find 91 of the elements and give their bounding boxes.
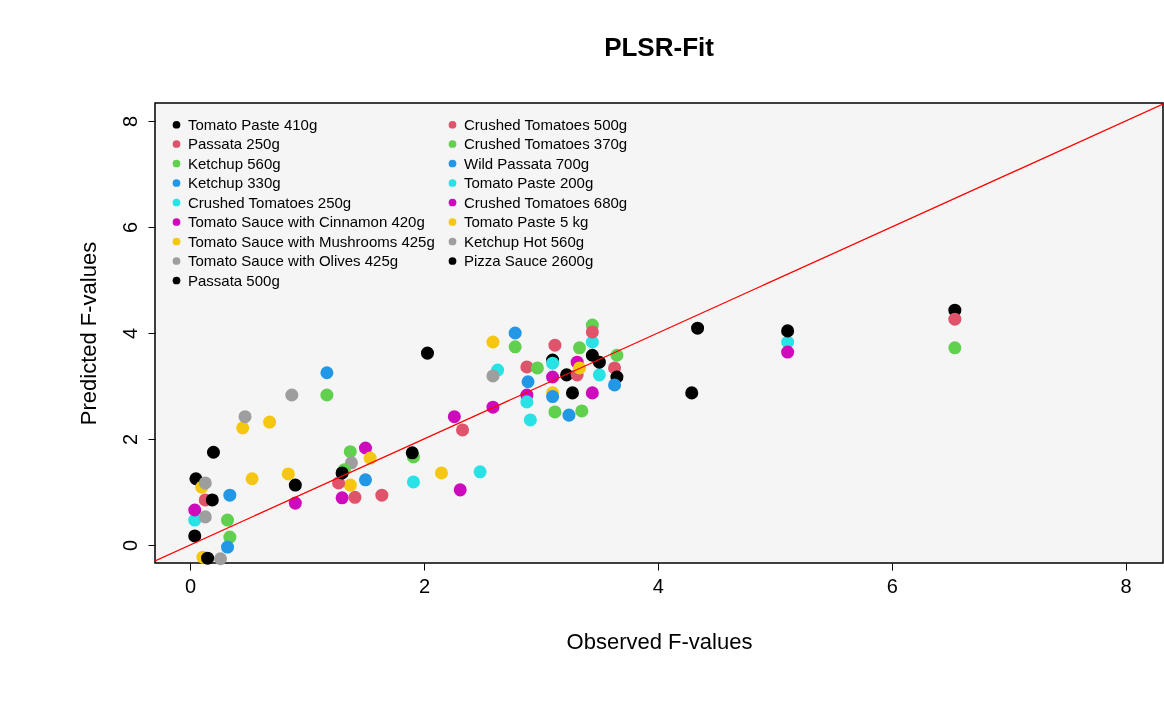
legend-label: Passata 500g [188, 271, 280, 289]
point [508, 326, 522, 340]
legend-label: Passata 250g [188, 135, 280, 152]
point [375, 488, 389, 502]
point [592, 368, 606, 382]
point [473, 465, 487, 479]
point [198, 510, 212, 524]
point [205, 493, 219, 507]
point [572, 341, 586, 355]
legend-label: Tomato Sauce with Mushrooms 425g [188, 232, 435, 250]
point [358, 473, 373, 487]
legend-label: Pizza Sauce 2600g [464, 252, 594, 269]
y-tick-label: 2 [118, 433, 141, 446]
point [562, 408, 576, 422]
point [523, 413, 537, 427]
point [948, 312, 962, 326]
point [343, 478, 357, 492]
point [245, 472, 259, 486]
point [685, 386, 699, 400]
x-tick-label: 2 [418, 574, 431, 597]
point [220, 513, 235, 527]
legend-label: Tomato Paste 200g [464, 174, 594, 191]
point [434, 466, 449, 480]
point [335, 491, 349, 505]
x-tick-label: 0 [185, 574, 197, 597]
point [508, 340, 522, 354]
point [486, 369, 500, 383]
point [236, 421, 250, 435]
legend-label: Tomato Paste 410g [188, 115, 318, 133]
y-tick-label: 4 [118, 327, 141, 340]
point [320, 366, 334, 380]
point [201, 551, 215, 565]
point [188, 503, 202, 517]
y-axis-title: Predicted F-values [75, 241, 101, 426]
y-tick-label: 0 [118, 539, 141, 552]
point [288, 496, 302, 510]
point [223, 488, 237, 502]
point [285, 388, 299, 402]
point [220, 540, 235, 554]
point [486, 335, 500, 349]
x-tick-label: 4 [652, 574, 664, 597]
point [206, 445, 220, 459]
point [405, 446, 419, 460]
point [575, 404, 589, 418]
point [521, 375, 535, 389]
point [447, 410, 461, 424]
y-tick-label: 6 [118, 221, 141, 234]
legend-label: Crushed Tomatoes 370g [464, 135, 628, 152]
legend-label: Ketchup Hot 560g [464, 232, 585, 250]
legend-label: Wild Passata 700g [464, 154, 590, 172]
point [585, 386, 599, 400]
point [320, 388, 334, 402]
point [548, 405, 562, 419]
legend-label: Crushed Tomatoes 680g [464, 193, 628, 211]
point [530, 361, 544, 375]
point [608, 378, 622, 392]
point [263, 415, 277, 429]
point [198, 476, 212, 490]
point [238, 410, 252, 424]
legend-label: Ketchup 560g [188, 154, 281, 172]
x-tick-label: 6 [886, 574, 898, 597]
point [213, 552, 227, 566]
y-tick-label: 8 [118, 115, 141, 128]
point [585, 325, 599, 339]
legend-label: Tomato Sauce with Cinnamon 420g [188, 213, 425, 230]
point [358, 441, 373, 455]
legend-label: Tomato Paste 5 kg [464, 213, 589, 230]
point [188, 529, 202, 543]
point [456, 423, 470, 437]
legend-label: Crushed Tomatoes 250g [188, 193, 352, 211]
point [548, 338, 562, 352]
point [281, 467, 295, 481]
point [781, 324, 795, 338]
point [406, 475, 420, 489]
legend-label: Tomato Sauce with Olives 425g [188, 252, 399, 269]
point [691, 321, 705, 335]
point [781, 345, 795, 359]
point [348, 490, 362, 504]
point [948, 341, 962, 355]
x-axis-title: Observed F-values [566, 628, 753, 654]
point [546, 390, 560, 404]
legend-label: Crushed Tomatoes 500g [464, 115, 628, 133]
point [343, 445, 357, 459]
legend-label: Ketchup 330g [188, 174, 281, 191]
point [565, 386, 579, 400]
chart-title: PLSR-Fit [604, 32, 715, 62]
point [520, 395, 534, 409]
point [453, 483, 467, 497]
point [288, 478, 302, 492]
point [420, 346, 434, 360]
x-tick-label: 8 [1120, 574, 1132, 597]
